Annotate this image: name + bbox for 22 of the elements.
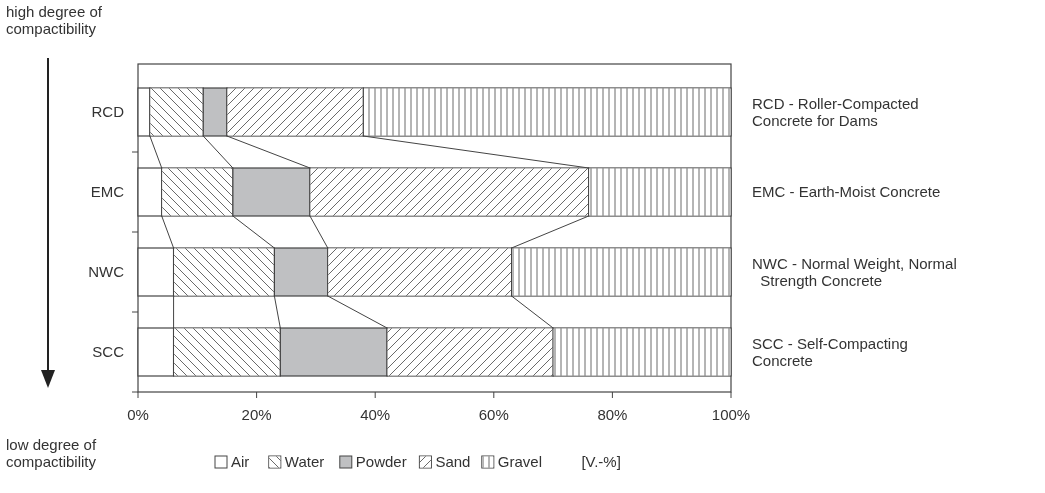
legend-label: Sand <box>435 453 471 470</box>
text: EMC - Earth-Moist Concrete <box>752 183 941 200</box>
text: high degree of compactibility <box>6 3 103 37</box>
text: low degree of compactibility <box>6 436 97 470</box>
y-tick-label: NWC <box>88 263 125 280</box>
y-tick-label: SCC <box>92 343 125 360</box>
legend-label: Air <box>231 453 250 470</box>
legend-label: Gravel <box>497 453 542 470</box>
x-tick-label: 20% <box>241 406 272 423</box>
x-tick-label: 80% <box>597 406 628 423</box>
y-tick-label: EMC <box>90 183 125 200</box>
x-tick-label: 60% <box>478 406 509 423</box>
legend-label: Powder <box>355 453 407 470</box>
text: RCD - Roller-Compacted Concrete for Dams <box>752 95 919 129</box>
text: SCC - Self-Compacting Concrete <box>752 335 908 369</box>
x-tick-label: 100% <box>711 406 751 423</box>
x-tick-label: 0% <box>127 406 149 423</box>
y-tick-label: RCD <box>91 103 125 120</box>
legend-title: [V.-%] <box>581 453 621 470</box>
text: NWC - Normal Weight, Normal Strength Concrete <box>752 255 957 289</box>
legend-label: Water <box>284 453 325 470</box>
x-tick-label: 40% <box>360 406 391 423</box>
